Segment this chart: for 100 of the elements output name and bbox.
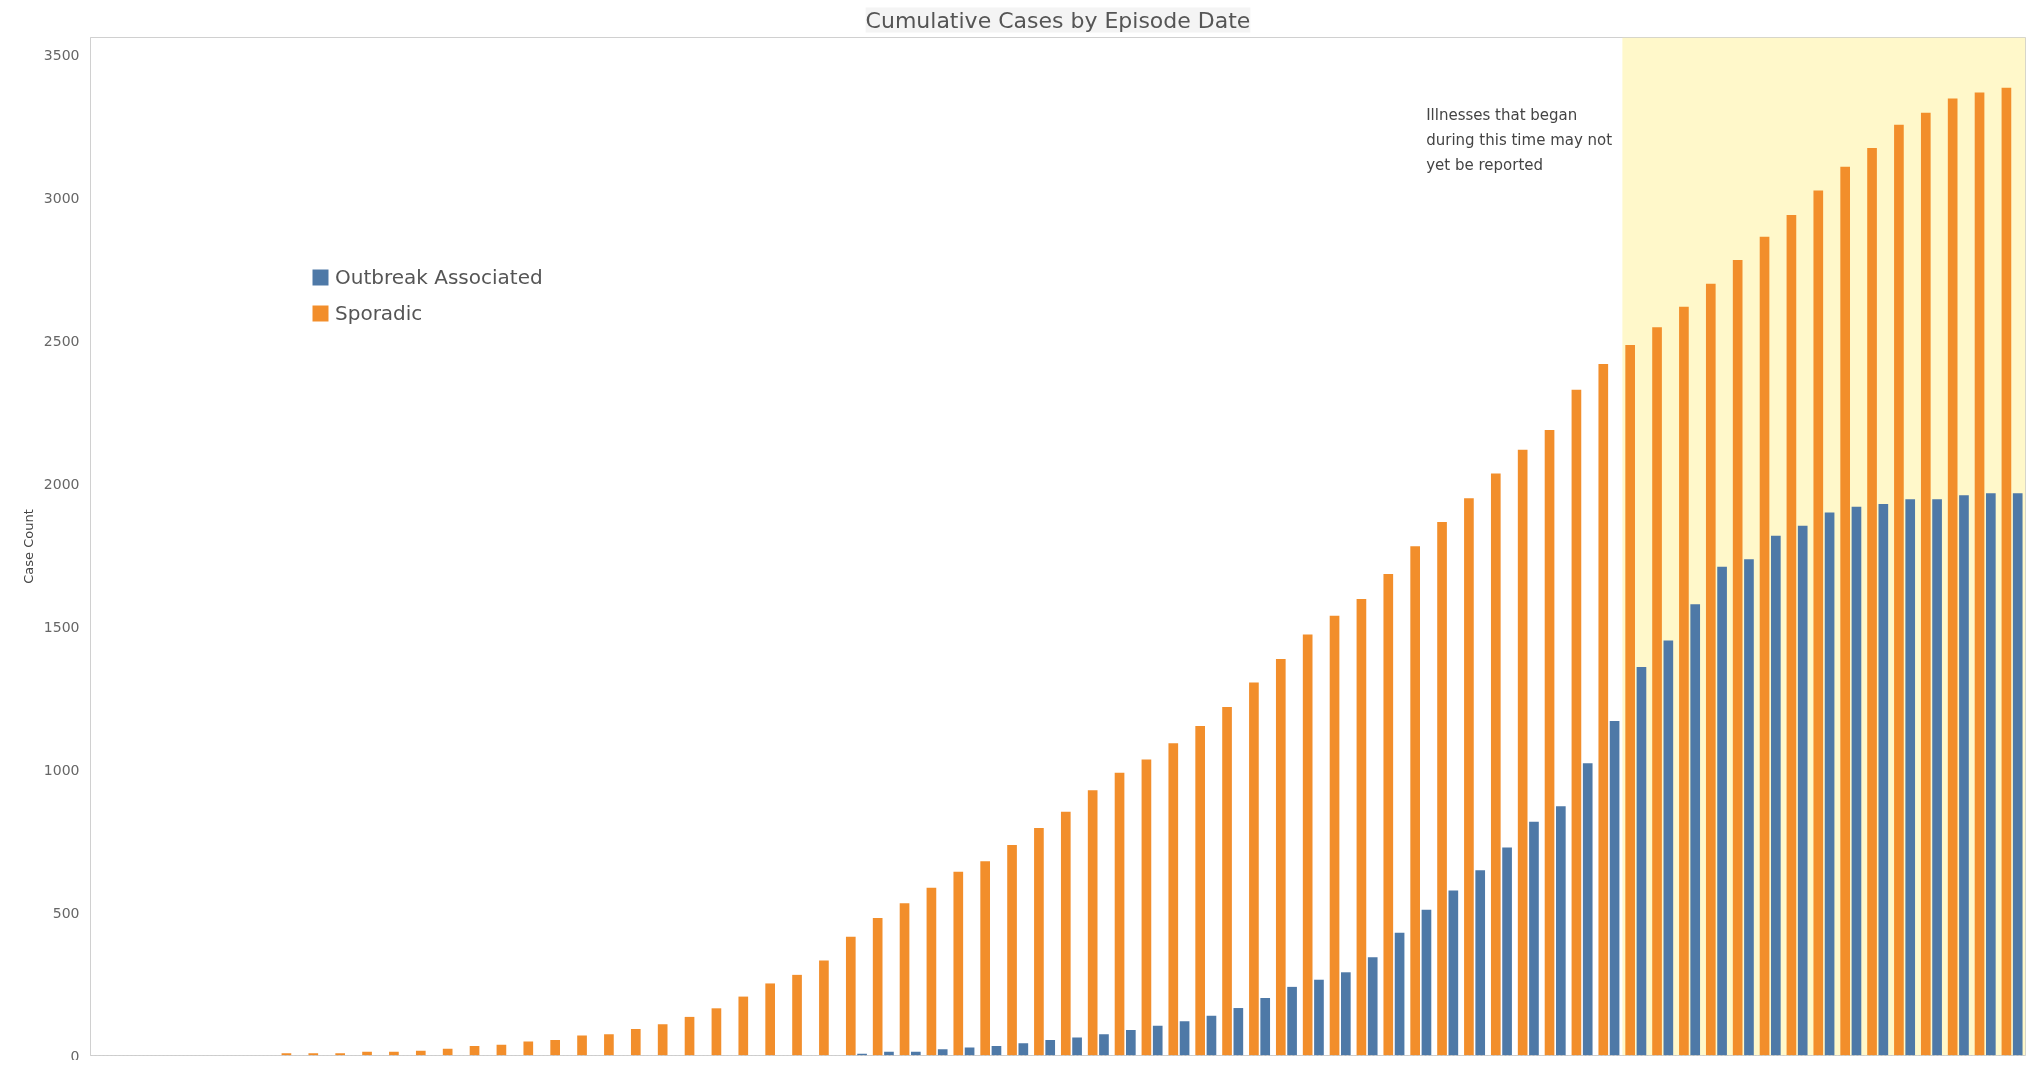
bar: [1448, 890, 1459, 1056]
bar: [1813, 190, 1824, 1056]
bar: [738, 996, 749, 1056]
bar: [1141, 759, 1152, 1056]
y-tick-label: 500: [52, 904, 80, 921]
bar: [1744, 559, 1754, 1056]
bar: [1421, 909, 1432, 1056]
bar: [1517, 449, 1528, 1056]
bar: [1383, 573, 1394, 1056]
bar: [819, 960, 829, 1056]
y-axis-title: Case Count: [20, 509, 36, 584]
y-tick-label: 3500: [43, 46, 80, 63]
bar: [442, 1048, 453, 1056]
bar: [1770, 535, 1781, 1056]
bar: [1786, 215, 1797, 1056]
y-tick-label: 2000: [43, 475, 80, 492]
bar: [1851, 506, 1862, 1056]
bar: [765, 983, 776, 1056]
bar: [2001, 87, 2012, 1056]
bar: [1571, 389, 1582, 1056]
bar: [1329, 615, 1340, 1056]
legend-label: Outbreak Associated: [335, 265, 543, 289]
chart-title: Cumulative Cases by Episode Date: [865, 7, 1251, 33]
bar: [523, 1041, 534, 1056]
bar: [1840, 166, 1851, 1056]
bar: [1195, 726, 1206, 1056]
bar: [1555, 806, 1566, 1056]
bar: [1717, 566, 1727, 1056]
bar: [1679, 306, 1689, 1056]
bar: [1233, 1008, 1244, 1056]
bar: [335, 1053, 346, 1056]
bar: [1045, 1040, 1056, 1056]
bar: [1932, 499, 1942, 1056]
bar: [1314, 979, 1324, 1056]
bar: [1007, 845, 1017, 1056]
bar: [1034, 827, 1044, 1056]
bar: [657, 1024, 668, 1056]
bar: [1287, 986, 1297, 1056]
bar: [1544, 430, 1555, 1056]
bar: [1260, 998, 1271, 1056]
bar: [1947, 98, 1958, 1056]
bar: [1099, 1034, 1109, 1056]
bar: [1060, 811, 1071, 1056]
bar: [1168, 743, 1179, 1056]
bar: [1367, 957, 1378, 1056]
bar: [1974, 92, 1985, 1056]
bar: [980, 861, 991, 1056]
bar: [1490, 473, 1501, 1056]
bar: [1652, 327, 1662, 1056]
bar: [1072, 1037, 1082, 1056]
bar: [1663, 640, 1674, 1056]
bar: [1152, 1025, 1163, 1056]
y-tick-label: 0: [70, 1047, 80, 1064]
legend-label: Sporadic: [335, 301, 423, 325]
bar: [1985, 493, 1996, 1056]
bar: [308, 1053, 319, 1056]
bar: [684, 1016, 695, 1056]
bar: [1690, 604, 1701, 1056]
y-tick-label: 3000: [43, 189, 80, 206]
bar: [1797, 525, 1808, 1056]
bar: [1222, 706, 1232, 1056]
bar: [1087, 790, 1098, 1056]
bar: [1625, 344, 1636, 1056]
bar: [1340, 972, 1351, 1056]
bar: [792, 974, 802, 1056]
bar: [1905, 499, 1916, 1056]
bar: [1529, 821, 1539, 1056]
y-tick-label: 1000: [43, 761, 80, 778]
bar: [1878, 503, 1889, 1056]
bar: [1356, 599, 1367, 1056]
bar: [845, 936, 856, 1056]
bar: [1582, 763, 1593, 1056]
bar: [1179, 1021, 1190, 1056]
bar: [964, 1047, 975, 1056]
bar: [1437, 521, 1447, 1056]
y-tick-label: 1500: [43, 618, 80, 635]
bar: [937, 1049, 948, 1056]
bar: [1410, 546, 1421, 1056]
bar: [1894, 124, 1904, 1056]
bar: [1959, 495, 1969, 1056]
bar: [2012, 493, 2023, 1056]
bar: [1249, 682, 1259, 1056]
bar: [953, 871, 964, 1056]
bar: [1475, 870, 1486, 1056]
bar: [550, 1040, 561, 1056]
bar: [1759, 236, 1770, 1056]
bar: [711, 1008, 722, 1056]
bar: [1732, 259, 1743, 1056]
bar: [1609, 720, 1620, 1056]
bar: [1302, 634, 1313, 1056]
bar: [1824, 512, 1835, 1056]
annotation: Illnesses that began during this time may not yet be reported: [1426, 105, 1613, 174]
bar: [1464, 498, 1474, 1056]
bar: [926, 887, 937, 1056]
bar: [1920, 112, 1931, 1056]
bar: [630, 1028, 641, 1056]
bar: [604, 1034, 614, 1056]
bar: [1705, 283, 1716, 1056]
bar: [899, 903, 910, 1056]
y-tick-label: 2500: [43, 332, 80, 349]
